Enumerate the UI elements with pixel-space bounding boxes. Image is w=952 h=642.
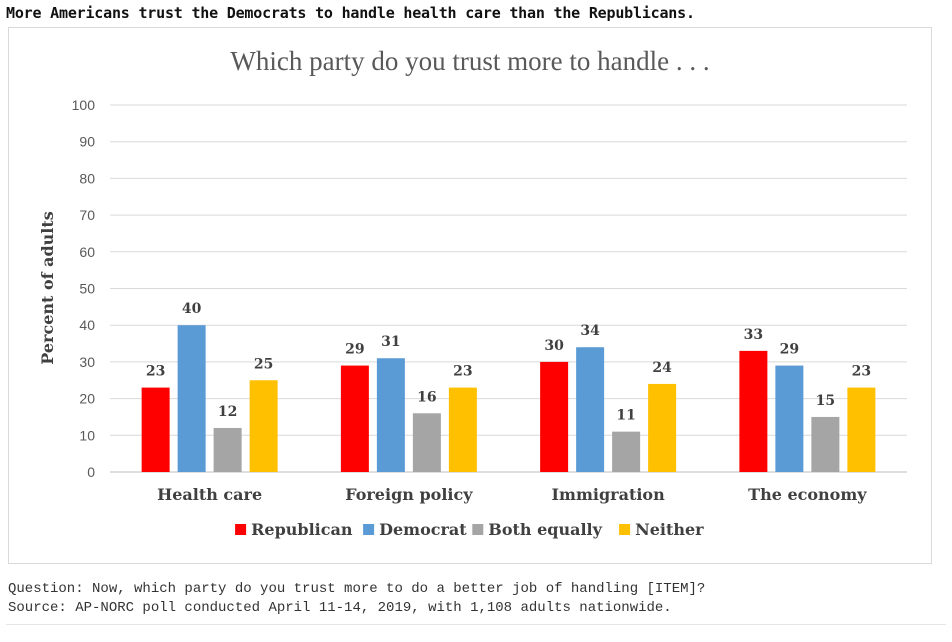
bar-neither-health-care xyxy=(249,380,278,472)
bottom-divider xyxy=(6,624,946,625)
category-label: The economy xyxy=(748,485,867,504)
y-tick-label: 70 xyxy=(79,207,95,223)
y-tick-label: 50 xyxy=(79,281,95,297)
data-label: 12 xyxy=(218,404,237,420)
legend: Republican Democrat Both equally Neither xyxy=(235,520,704,539)
bar-both-equally-health-care xyxy=(213,427,242,472)
data-label: 24 xyxy=(652,360,672,376)
legend-label: Republican xyxy=(251,520,353,539)
bar-both-equally-foreign-policy xyxy=(412,413,441,472)
bar-both-equally-immigration xyxy=(612,431,641,472)
bar-democrat-health-care xyxy=(177,325,206,472)
bar-democrat-foreign-policy xyxy=(376,358,405,472)
gridlines xyxy=(110,104,907,473)
bars: 23 40 12 25 29 31 16 23 30 34 11 24 33 29 15 23 xyxy=(141,301,876,472)
headline: More Americans trust the Democrats to ha… xyxy=(6,4,695,22)
data-label: 33 xyxy=(744,327,763,343)
bar-republican-health-care xyxy=(141,387,170,472)
legend-swatch-republican xyxy=(235,524,247,535)
y-tick-label: 60 xyxy=(79,244,95,260)
footnote-source: Source: AP-NORC poll conducted April 11-… xyxy=(8,600,672,616)
category-label: Immigration xyxy=(552,485,666,504)
data-label: 29 xyxy=(780,342,799,358)
legend-swatch-neither xyxy=(619,524,631,535)
data-label: 25 xyxy=(254,356,273,372)
data-label: 40 xyxy=(182,301,202,317)
chart-frame: Which party do you trust more to handle … xyxy=(8,27,932,564)
data-label: 23 xyxy=(852,364,871,380)
bar-neither-immigration xyxy=(648,383,677,472)
y-tick-label: 100 xyxy=(72,97,96,113)
y-tick-label: 20 xyxy=(79,391,95,407)
data-label: 23 xyxy=(146,364,165,380)
bar-chart: Which party do you trust more to handle … xyxy=(38,46,907,539)
data-label: 31 xyxy=(381,334,400,350)
footnote-question: Question: Now, which party do you trust … xyxy=(8,581,706,597)
bar-republican-immigration xyxy=(540,361,569,472)
data-label: 34 xyxy=(580,323,600,339)
legend-swatch-democrat xyxy=(363,524,375,535)
data-label: 30 xyxy=(544,338,564,354)
data-label: 11 xyxy=(616,408,635,424)
y-axis-label: Percent of adults xyxy=(38,211,57,365)
category-label: Foreign policy xyxy=(345,485,473,504)
y-tick-label: 40 xyxy=(79,317,95,333)
y-tick-label: 0 xyxy=(87,464,95,480)
bar-both-equally-the-economy xyxy=(811,416,840,472)
legend-label: Democrat xyxy=(379,520,467,539)
bar-republican-the-economy xyxy=(739,350,768,472)
category-label: Health care xyxy=(157,485,262,504)
bar-neither-the-economy xyxy=(847,387,876,472)
bar-democrat-immigration xyxy=(576,347,605,472)
data-label: 29 xyxy=(345,342,364,358)
data-label: 23 xyxy=(453,364,472,380)
legend-label: Neither xyxy=(635,520,704,539)
data-label: 16 xyxy=(417,389,436,405)
y-tick-label: 10 xyxy=(79,427,95,443)
legend-swatch-both-equally xyxy=(472,524,484,535)
category-labels: Health care Foreign policy Immigration The … xyxy=(157,485,867,504)
bar-democrat-the-economy xyxy=(775,365,804,472)
chart-title: Which party do you trust more to handle … xyxy=(230,46,709,76)
bar-republican-foreign-policy xyxy=(340,365,369,472)
data-label: 15 xyxy=(816,393,835,409)
bar-neither-foreign-policy xyxy=(448,387,477,472)
y-tick-label: 30 xyxy=(79,354,95,370)
y-tick-label: 90 xyxy=(79,134,95,150)
legend-label: Both equally xyxy=(488,520,602,539)
y-tick-label: 80 xyxy=(79,170,95,186)
y-tick-labels: 0 10 20 30 40 50 60 70 80 90 100 xyxy=(72,97,96,480)
